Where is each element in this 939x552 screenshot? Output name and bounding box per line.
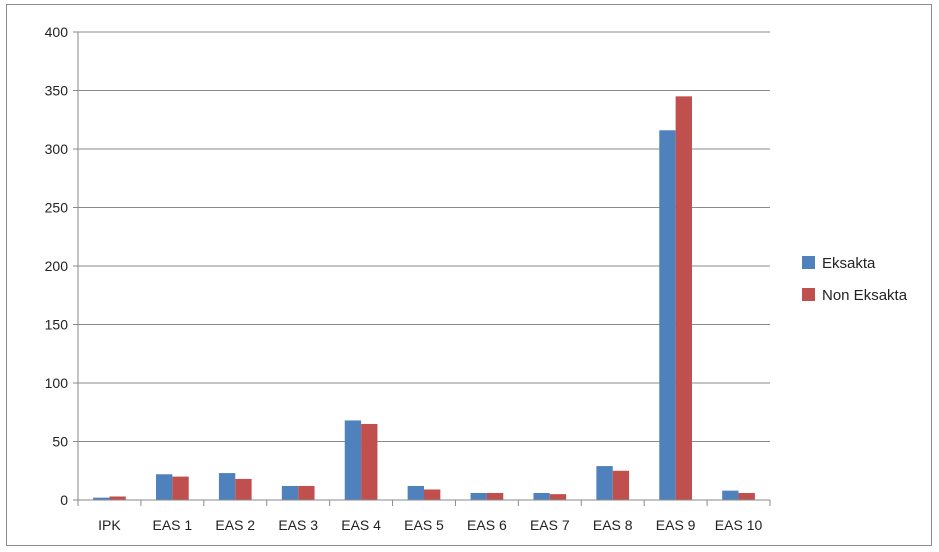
bar-eksakta-eas-6 xyxy=(470,492,487,500)
bar-non-eksakta-eas-3 xyxy=(298,485,315,500)
x-tick-label: EAS 4 xyxy=(341,517,381,533)
x-tick-label: EAS 7 xyxy=(530,517,570,533)
bar-eksakta-eas-2 xyxy=(218,473,236,500)
bars xyxy=(93,96,755,500)
chart-frame xyxy=(6,4,932,546)
y-tick-label: 250 xyxy=(45,200,69,216)
x-tick-label: EAS 10 xyxy=(715,517,763,533)
bar-non-eksakta-eas-8 xyxy=(612,470,630,500)
gridlines xyxy=(78,31,770,442)
bar-non-eksakta-eas-9 xyxy=(675,96,692,500)
y-tick-label: 100 xyxy=(45,375,69,391)
bar-eksakta-ipk xyxy=(93,497,110,500)
bar-non-eksakta-eas-10 xyxy=(738,492,755,500)
legend-label-non-eksakta: Non Eksakta xyxy=(822,287,908,304)
bar-eksakta-eas-9 xyxy=(659,130,676,500)
y-axis-tick-labels: 0 50 100 150 200 250 300 350 400 xyxy=(45,24,69,508)
bar-eksakta-eas-5 xyxy=(407,485,424,500)
x-tick-label: EAS 1 xyxy=(153,517,193,533)
bar-eksakta-eas-10 xyxy=(722,490,739,500)
bar-eksakta-eas-1 xyxy=(156,474,173,500)
y-tick-label: 200 xyxy=(45,258,69,274)
legend-swatch-non-eksakta xyxy=(802,288,815,301)
legend: Eksakta Non Eksakta xyxy=(802,255,908,304)
x-tick-label: EAS 6 xyxy=(467,517,507,533)
bar-non-eksakta-eas-1 xyxy=(172,476,189,500)
bar-non-eksakta-eas-4 xyxy=(361,423,378,500)
y-tick-label: 50 xyxy=(52,434,68,450)
y-tick-label: 350 xyxy=(45,83,69,99)
x-tick-label: EAS 3 xyxy=(278,517,318,533)
bar-non-eksakta-eas-5 xyxy=(424,489,441,500)
x-tick-label: EAS 9 xyxy=(656,517,696,533)
y-tick-label: 400 xyxy=(45,24,69,40)
legend-label-eksakta: Eksakta xyxy=(822,255,876,272)
bar-non-eksakta-eas-6 xyxy=(486,492,504,500)
bar-non-eksakta-eas-2 xyxy=(235,478,252,500)
x-tick-label: EAS 2 xyxy=(215,517,255,533)
bar-non-eksakta-eas-7 xyxy=(549,494,567,500)
bar-eksakta-eas-3 xyxy=(281,485,299,500)
x-tick-label: EAS 5 xyxy=(404,517,444,533)
bar-eksakta-eas-8 xyxy=(596,466,613,500)
axes xyxy=(73,31,771,506)
bar-non-eksakta-ipk xyxy=(109,496,126,500)
y-tick-label: 150 xyxy=(45,317,69,333)
x-axis-tick-labels: IPK EAS 1 EAS 2 EAS 3 EAS 4 EAS 5 EAS 6 EAS 7 EA… xyxy=(98,517,762,533)
x-tick-label: EAS 8 xyxy=(593,517,633,533)
y-tick-label: 0 xyxy=(60,492,68,508)
bar-eksakta-eas-4 xyxy=(344,420,362,500)
x-tick-label: IPK xyxy=(98,517,121,533)
bar-eksakta-eas-7 xyxy=(533,492,550,500)
legend-swatch-eksakta xyxy=(802,256,815,269)
y-tick-label: 300 xyxy=(45,141,69,157)
